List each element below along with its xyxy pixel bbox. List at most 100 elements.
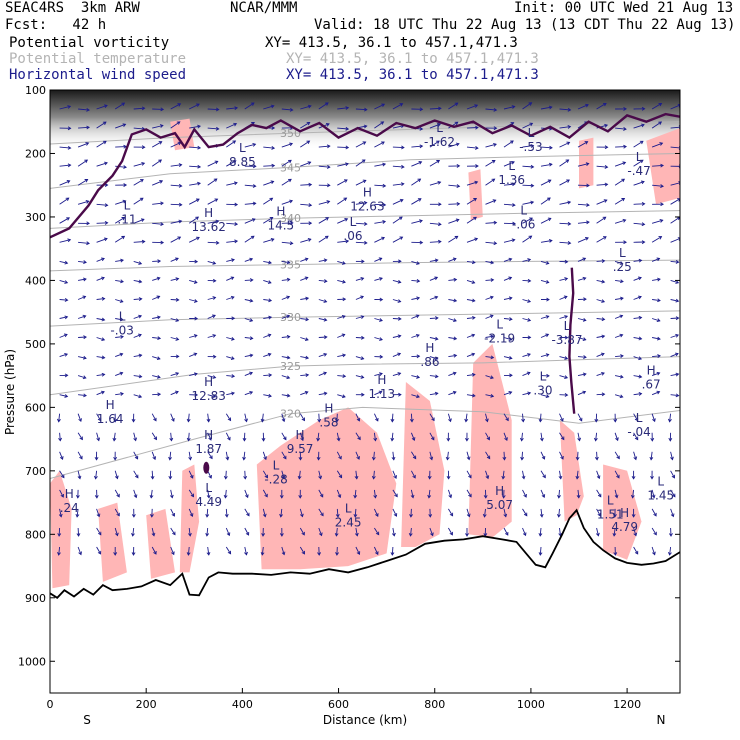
pv-low-marker: L — [436, 121, 443, 135]
y-tick-label: 1000 — [18, 655, 46, 668]
wind-arrow — [97, 223, 108, 224]
pv-high-value: 12.83 — [192, 389, 226, 403]
pv-low-value: 1.51 — [597, 507, 624, 521]
x-tick-label: 400 — [232, 698, 253, 711]
pv-low-marker: L — [124, 198, 131, 212]
pv-low-marker: L — [119, 309, 126, 323]
y-tick-label: 100 — [25, 84, 46, 97]
x-tick-label: 200 — [136, 698, 157, 711]
y-tick-label: 300 — [25, 211, 46, 224]
wind-arrow — [448, 204, 459, 205]
y-tick-label: 800 — [25, 528, 46, 541]
wind-arrow — [152, 160, 161, 166]
pv-high-value: 1.13 — [368, 387, 395, 401]
pv-low-value: -.03 — [110, 323, 133, 337]
pv-high-marker: H — [204, 206, 213, 220]
pv-low-marker: L — [657, 474, 664, 488]
x-tick-label: 600 — [328, 698, 349, 711]
wind-arrow — [671, 217, 680, 223]
pv-fill-region — [257, 407, 397, 569]
pv-low-value: 1.36 — [498, 173, 525, 187]
wind-arrow — [486, 161, 495, 167]
wind-arrow — [615, 199, 624, 205]
x-tick-label: 800 — [424, 698, 445, 711]
pv-low-marker: L — [496, 318, 503, 332]
y-tick-label: 200 — [25, 147, 46, 160]
pv-high-marker: H — [324, 401, 333, 415]
wind-arrow — [411, 179, 420, 185]
wind-arrow — [319, 236, 328, 242]
pv-low-value: -2.19 — [484, 332, 515, 346]
x-tick-label: 1000 — [517, 698, 545, 711]
wind-arrow — [319, 218, 329, 224]
wind-arrow — [486, 179, 495, 185]
wind-arrow — [597, 237, 606, 243]
wind-arrow — [245, 236, 254, 242]
wind-arrow — [411, 199, 421, 205]
pv-low-marker: L — [607, 493, 614, 507]
wind-arrow — [615, 147, 626, 148]
y-tick-label: 500 — [25, 338, 46, 351]
pv-low-marker: L — [239, 141, 246, 155]
wind-arrow — [615, 179, 624, 185]
wind-arrow — [115, 236, 124, 242]
wind-arrow — [208, 179, 217, 185]
pv-high-marker: H — [276, 205, 285, 219]
pv-high-value: .58 — [319, 415, 338, 429]
cross-section-plot: 320325330335340345350H.24H1.64H12.83H1.8… — [0, 0, 740, 740]
pv-low-marker: L — [528, 126, 535, 140]
wind-arrow — [652, 237, 661, 243]
wind-arrow — [78, 160, 87, 166]
pv-low-marker: L — [564, 319, 571, 333]
pv-low-value: -.47 — [627, 164, 650, 178]
pv-low-value: -1.62 — [424, 135, 455, 149]
wind-arrow — [263, 166, 274, 167]
y-tick-label: 600 — [25, 401, 46, 414]
wind-arrow — [171, 204, 182, 205]
pv-low-value: .30 — [533, 384, 552, 398]
north-label: N — [657, 713, 666, 727]
pv-fill-region — [560, 420, 584, 521]
pv-low-value: -3.87 — [551, 333, 582, 347]
wind-arrow — [115, 147, 126, 148]
wind-arrow — [560, 160, 569, 166]
y-axis-label: Pressure (hPa) — [3, 349, 17, 435]
pv-low-value: 2.45 — [335, 516, 362, 530]
plot-area: 320325330335340345350H.24H1.64H12.83H1.8… — [50, 90, 682, 598]
pv-high-value: .86 — [420, 355, 439, 369]
pv-high-marker: H — [204, 375, 213, 389]
pv-high-value: 1.64 — [97, 412, 124, 426]
pv-low-marker: L — [636, 411, 643, 425]
pv-low-marker: L — [520, 203, 527, 217]
wind-arrow — [263, 198, 272, 204]
wind-arrow — [560, 223, 571, 224]
pv-high-marker: H — [204, 428, 213, 442]
pv-low-value: 4.49 — [195, 495, 222, 509]
wind-arrow — [393, 147, 404, 148]
pv-high-marker: H — [106, 398, 115, 412]
wind-arrow — [337, 198, 346, 204]
pv-high-value: 12.63 — [350, 200, 384, 214]
y-tick-label: 900 — [25, 592, 46, 605]
pv-low-value: 1.45 — [647, 488, 674, 502]
pv-high-value: 9.57 — [287, 442, 314, 456]
pv-low-value: 8.85 — [229, 155, 256, 169]
x-tick-label: 0 — [47, 698, 54, 711]
pv-low-value: .06 — [343, 229, 362, 243]
wind-arrow — [467, 128, 478, 129]
pv-high-value: .24 — [60, 501, 79, 515]
pv-high-value: .67 — [642, 377, 661, 391]
theta-isentrope — [50, 311, 680, 326]
wind-arrow — [430, 161, 439, 167]
pv-high-marker: H — [425, 341, 434, 355]
wind-arrow — [523, 236, 532, 242]
pv-high-marker: H — [65, 487, 74, 501]
pv-low-value: -.53 — [519, 140, 542, 154]
wind-arrow — [393, 217, 402, 223]
pv-high-marker: H — [363, 186, 372, 200]
pv-low-value: .11 — [117, 212, 136, 226]
pv-high-marker: H — [296, 428, 305, 442]
pv-high-marker: H — [377, 373, 386, 387]
x-axis-label: Distance (km) — [323, 713, 407, 727]
wind-arrow — [60, 198, 69, 204]
